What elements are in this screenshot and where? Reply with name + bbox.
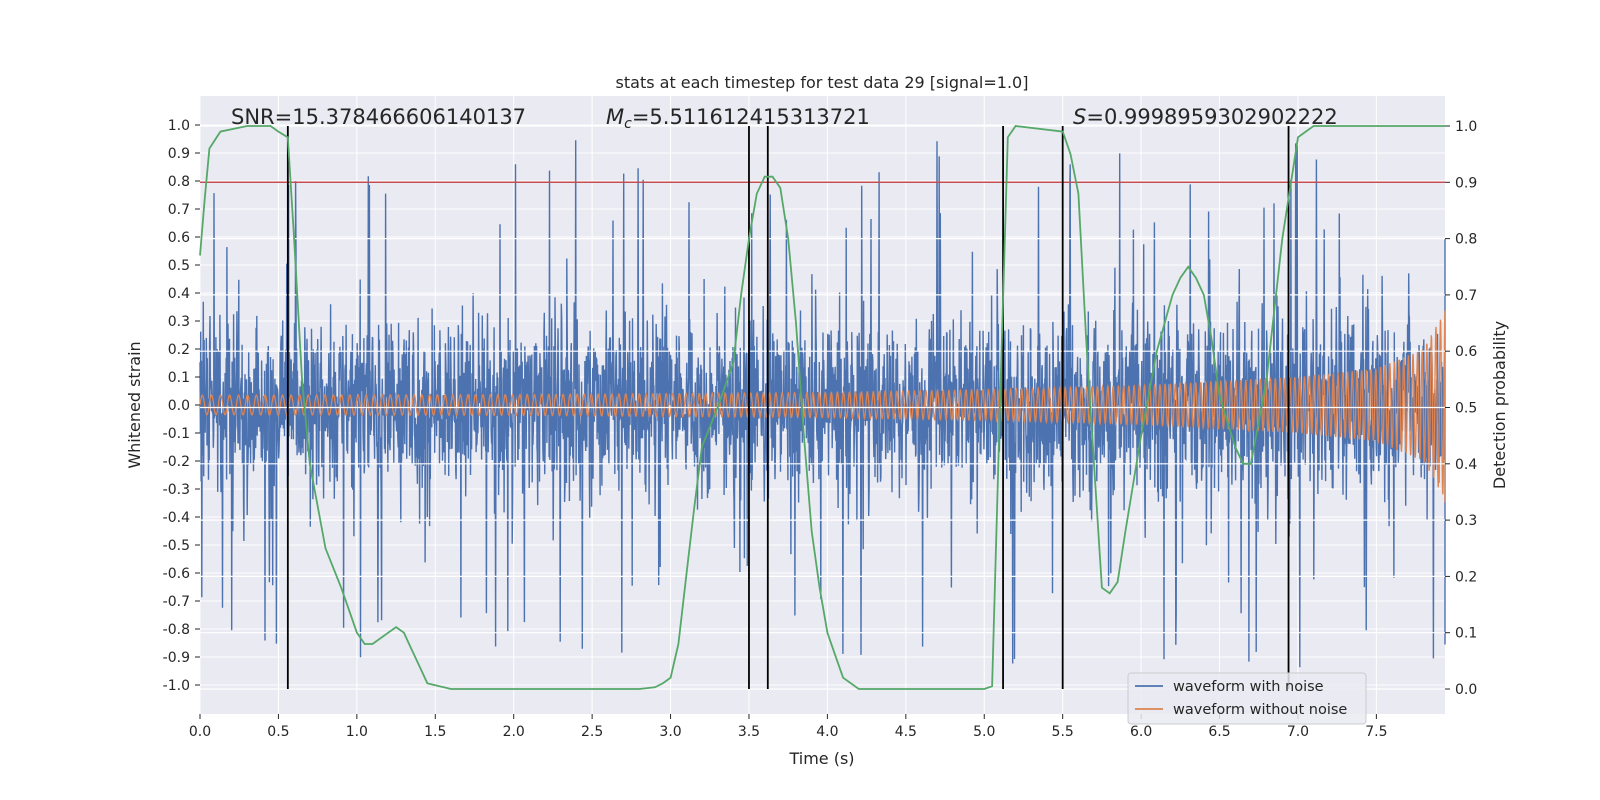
y-tick-label: -0.8	[163, 622, 190, 638]
y-right-tick-label: 0.9	[1455, 175, 1477, 191]
x-tick-label: 7.0	[1287, 724, 1309, 740]
x-tick-label: 6.0	[1130, 724, 1152, 740]
x-tick-label: 3.0	[659, 724, 681, 740]
y-right-tick-label: 0.8	[1455, 232, 1477, 248]
y-right-tick-label: 0.2	[1455, 569, 1477, 585]
y-tick-label: 0.5	[168, 258, 190, 274]
x-tick-label: 3.5	[738, 724, 760, 740]
x-tick-label: 7.5	[1365, 724, 1387, 740]
y-right-tick-label: 0.7	[1455, 288, 1477, 304]
chart-title: stats at each timestep for test data 29 …	[616, 73, 1029, 92]
chirp-mass-subscript: c	[624, 116, 632, 132]
y-tick-label: -0.4	[163, 510, 190, 526]
chirp-mass-symbol: M	[606, 105, 624, 129]
y-tick-label: -0.6	[163, 566, 190, 582]
chirp-mass-annotation: Mc=5.511612415313721	[606, 105, 870, 132]
y-tick-label: 0.3	[168, 314, 190, 330]
y-right-tick-label: 0.0	[1455, 682, 1477, 698]
series-waveform-without-noise	[199, 310, 1446, 503]
clean-line	[199, 310, 1446, 503]
legend-label-clean: waveform without noise	[1173, 702, 1347, 718]
legend-label-noise: waveform with noise	[1173, 679, 1324, 695]
y-right-tick-label: 0.3	[1455, 513, 1477, 529]
y-tick-label: 0.1	[168, 370, 190, 386]
x-tick-label: 2.5	[581, 724, 603, 740]
x-tick-label: 6.5	[1208, 724, 1230, 740]
x-tick-label: 2.0	[503, 724, 525, 740]
s-symbol: S	[1073, 105, 1086, 129]
y-tick-label: -0.9	[163, 650, 190, 666]
y-right-tick-label: 0.6	[1455, 344, 1477, 360]
y-tick-label: 0.8	[168, 174, 190, 190]
y-right-tick-label: 0.4	[1455, 457, 1477, 473]
y-tick-label: 0.0	[168, 398, 190, 414]
y-tick-labels: 1.0 0.9 0.8 0.7 0.6 0.5 0.4 0.3 0.2 0.1 0.0 -0.1 -0.…	[163, 118, 200, 694]
s-value: =0.9998959302902222	[1086, 105, 1337, 129]
legend: waveform with noise waveform without noi…	[1127, 672, 1367, 725]
y-right-tick-label: 0.1	[1455, 626, 1477, 642]
x-tick-labels: 0.0 0.5 1.0 1.5 2.0 2.5 3.0 3.5 4.0 4.5 5.0 5.5 6.0 6…	[189, 714, 1388, 740]
y-tick-label: -0.7	[163, 594, 190, 610]
s-annotation: S=0.9998959302902222	[1073, 105, 1338, 129]
y-tick-label: 0.7	[168, 202, 190, 218]
legend-box	[1127, 672, 1367, 725]
y-right-tick-labels: 1.0 0.9 0.8 0.7 0.6 0.5 0.4 0.3 0.2 0.1 0.0	[1445, 119, 1477, 698]
y-tick-label: 0.9	[168, 146, 190, 162]
snr-annotation: SNR=15.378466606140137	[231, 105, 526, 129]
probability-line	[199, 125, 1445, 690]
x-tick-label: 1.5	[424, 724, 446, 740]
y-axis-label: Whitened strain	[125, 341, 144, 468]
y-right-tick-label: 0.5	[1455, 401, 1477, 417]
x-axis-label: Time (s)	[788, 749, 854, 768]
x-tick-label: 5.5	[1052, 724, 1074, 740]
x-tick-label: 5.0	[973, 724, 995, 740]
vertical-lines	[286, 126, 1290, 689]
x-tick-label: 1.0	[346, 724, 368, 740]
y-tick-label: 1.0	[168, 118, 190, 134]
x-tick-label: 4.5	[895, 724, 917, 740]
y-tick-label: 0.2	[168, 342, 190, 358]
y-tick-label: 0.6	[168, 230, 190, 246]
y-tick-label: -0.3	[163, 482, 190, 498]
noise-line	[199, 140, 1446, 668]
x-tick-label: 0.0	[189, 724, 211, 740]
y-tick-label: -0.5	[163, 538, 190, 554]
x-tick-label: 4.0	[816, 724, 838, 740]
right-grid	[200, 125, 1445, 690]
x-tick-label: 0.5	[267, 724, 289, 740]
y-right-axis-label: Detection probability	[1490, 321, 1509, 489]
y-tick-label: -0.2	[163, 454, 190, 470]
series-detection-probability	[199, 125, 1445, 690]
series-waveform-with-noise	[199, 140, 1446, 668]
y-tick-label: -1.0	[163, 678, 190, 694]
y-tick-label: -0.1	[163, 426, 190, 442]
chirp-mass-value: =5.511612415313721	[632, 105, 870, 129]
y-right-tick-label: 1.0	[1455, 119, 1477, 135]
y-tick-label: 0.4	[168, 286, 190, 302]
